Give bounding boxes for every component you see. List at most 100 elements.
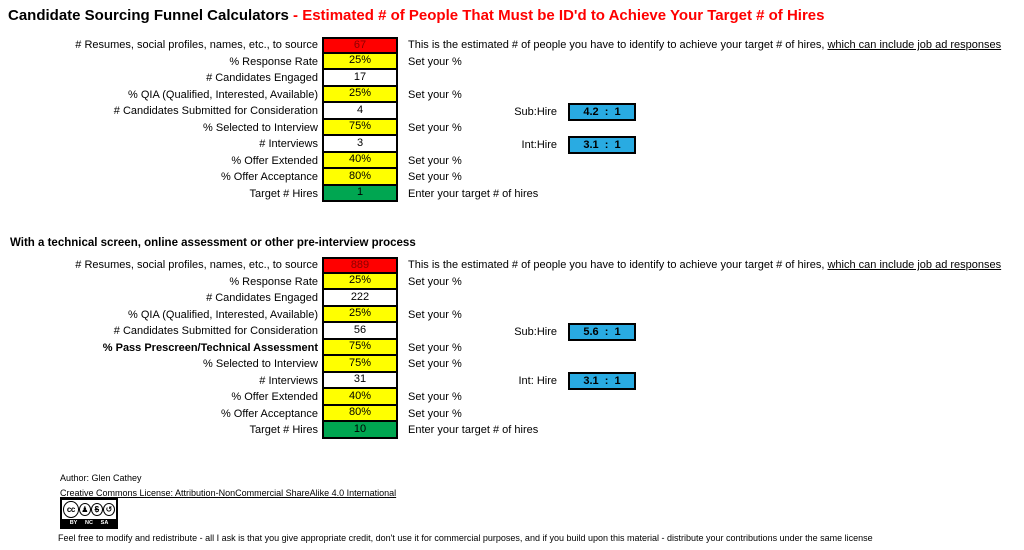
funnel-row: % Offer Extended 40% Set your % (0, 389, 1024, 406)
row-label: % Offer Extended (231, 154, 318, 167)
row-note: Set your % (408, 308, 462, 321)
row-label: % Selected to Interview (203, 121, 318, 134)
funnel-row: % Offer Extended 40% Set your % (0, 152, 1024, 170)
row-note: Set your % (408, 121, 462, 134)
row-note: Set your % (408, 171, 462, 184)
funnel-row: # Candidates Engaged 17 (0, 70, 1024, 87)
input-cell-target-hires[interactable]: 10 (322, 422, 398, 440)
ratio-value-box: 3.1 : 1 (568, 136, 636, 154)
row-label: % Selected to Interview (203, 358, 318, 371)
funnel-row: # Candidates Submitted for Consideration… (0, 323, 1024, 340)
row-note: Set your % (408, 88, 462, 101)
row-label: % Offer Extended (231, 391, 318, 404)
funnel-section-technical-screen: # Resumes, social profiles, names, etc.,… (0, 257, 1024, 440)
row-note: Set your % (408, 55, 462, 68)
cc-sa-arrow-icon: ↺ (102, 503, 115, 516)
input-cell-selected[interactable]: 75% (322, 119, 398, 137)
value-cell-submitted: 56 (322, 323, 398, 340)
ratio-value-box: 3.1 : 1 (568, 372, 636, 390)
row-label: # Interviews (259, 138, 318, 151)
row-label: Target # Hires (249, 424, 318, 437)
ratio-label: Int:Hire (521, 139, 557, 151)
row-note: Set your % (408, 391, 462, 404)
row-note: Enter your target # of hires (408, 187, 539, 200)
job-ad-link[interactable]: which can include job ad responses (827, 259, 1002, 271)
input-cell-qia[interactable]: 25% (322, 86, 398, 104)
row-note: Set your % (408, 154, 462, 167)
row-label: # Interviews (259, 374, 318, 387)
funnel-row: Target # Hires 10 Enter your target # of… (0, 422, 1024, 440)
value-cell-resumes: 889 (322, 257, 398, 274)
funnel-row: # Candidates Submitted for Consideration… (0, 103, 1024, 120)
value-cell-interviews: 3 (322, 136, 398, 153)
funnel-row: % Offer Acceptance 80% Set your % (0, 405, 1024, 423)
funnel-row: # Resumes, social profiles, names, etc.,… (0, 257, 1024, 274)
input-cell-offer-extended[interactable]: 40% (322, 389, 398, 406)
funnel-section-basic: # Resumes, social profiles, names, etc.,… (0, 37, 1024, 203)
job-ad-link[interactable]: which can include job ad responses (827, 39, 1002, 51)
row-label: % QIA (Qualified, Interested, Available) (128, 308, 318, 321)
row-note: Set your % (408, 407, 462, 420)
cc-by-person-icon: ♟ (78, 503, 91, 516)
row-label: % QIA (Qualified, Interested, Available) (128, 88, 318, 101)
funnel-row: # Interviews 3 (0, 136, 1024, 153)
ratio-label: Sub:Hire (514, 106, 557, 118)
int-hire-ratio: Int:Hire 3.1 : 1 (460, 136, 636, 154)
funnel-row: # Resumes, social profiles, names, etc.,… (0, 37, 1024, 54)
funnel-row: % Pass Prescreen/Technical Assessment 75… (0, 339, 1024, 357)
row-note: Set your % (408, 341, 462, 354)
sub-hire-ratio: Sub:Hire 5.6 : 1 (460, 323, 636, 341)
value-cell-resumes: 67 (322, 37, 398, 54)
funnel-row: % QIA (Qualified, Interested, Available)… (0, 306, 1024, 324)
funnel-row: # Candidates Engaged 222 (0, 290, 1024, 307)
row-label: # Candidates Engaged (206, 72, 318, 85)
value-cell-submitted: 4 (322, 103, 398, 120)
row-note: Set your % (408, 358, 462, 371)
funnel-row: % Selected to Interview 75% Set your % (0, 119, 1024, 137)
funnel-row: # Interviews 31 (0, 372, 1024, 390)
row-label: # Candidates Submitted for Consideration (113, 325, 318, 338)
row-label: # Resumes, social profiles, names, etc.,… (75, 259, 318, 271)
funnel-row: % Response Rate 25% Set your % (0, 273, 1024, 291)
funnel-row: Target # Hires 1 Enter your target # of … (0, 185, 1024, 203)
row-note: This is the estimated # of people you ha… (408, 39, 1002, 51)
row-label: % Offer Acceptance (220, 171, 318, 184)
row-label: # Resumes, social profiles, names, etc.,… (75, 39, 318, 51)
cc-icon-row: cc ♟ $ ↺ (62, 500, 116, 519)
redistribute-note: Feel free to modify and redistribute - a… (58, 533, 873, 543)
funnel-row: % Selected to Interview 75% Set your % (0, 356, 1024, 373)
row-note: This is the estimated # of people you ha… (408, 259, 1002, 271)
input-cell-response-rate[interactable]: 25% (322, 53, 398, 71)
row-label: # Candidates Engaged (206, 292, 318, 305)
page-title: Candidate Sourcing Funnel Calculators - … (8, 7, 825, 24)
section2-header: With a technical screen, online assessme… (10, 237, 416, 249)
input-cell-offer-extended[interactable]: 40% (322, 152, 398, 170)
row-label: Target # Hires (249, 187, 318, 200)
input-cell-response-rate[interactable]: 25% (322, 273, 398, 291)
cc-badge-labels: BY NC SA (62, 519, 116, 527)
row-label: % Pass Prescreen/Technical Assessment (102, 341, 318, 354)
input-cell-selected[interactable]: 75% (322, 356, 398, 373)
input-cell-offer-acceptance[interactable]: 80% (322, 405, 398, 423)
row-label: % Offer Acceptance (220, 407, 318, 420)
input-cell-qia[interactable]: 25% (322, 306, 398, 324)
input-cell-offer-acceptance[interactable]: 80% (322, 169, 398, 186)
cc-badge[interactable]: cc ♟ $ ↺ BY NC SA (60, 498, 118, 529)
input-cell-prescreen[interactable]: 75% (322, 339, 398, 357)
ratio-value-box: 4.2 : 1 (568, 103, 636, 121)
cc-logo-icon: cc (63, 501, 79, 518)
funnel-row: % QIA (Qualified, Interested, Available)… (0, 86, 1024, 104)
ratio-label: Sub:Hire (514, 326, 557, 338)
funnel-row: % Offer Acceptance 80% Set your % (0, 169, 1024, 186)
license-link[interactable]: Creative Commons License: Attribution-No… (60, 488, 397, 498)
input-cell-target-hires[interactable]: 1 (322, 185, 398, 203)
cc-nc-dollar-icon: $ (90, 503, 103, 516)
title-red: - Estimated # of People That Must be ID'… (293, 7, 825, 24)
int-hire-ratio: Int: Hire 3.1 : 1 (460, 372, 636, 390)
row-note: Enter your target # of hires (408, 424, 539, 437)
ratio-value-box: 5.6 : 1 (568, 323, 636, 341)
value-cell-engaged: 222 (322, 290, 398, 307)
row-note: Set your % (408, 275, 462, 288)
funnel-row: % Response Rate 25% Set your % (0, 53, 1024, 71)
